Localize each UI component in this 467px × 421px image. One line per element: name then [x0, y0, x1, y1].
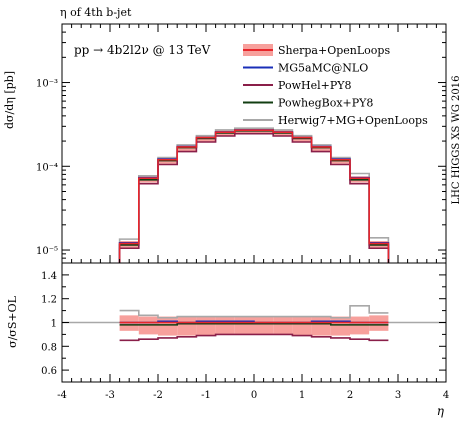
x-tick-label-0: -4: [57, 390, 67, 401]
x-tick-label-1: -3: [105, 390, 115, 401]
x-axis-label: η: [437, 404, 445, 418]
ratio-band-10: [311, 316, 331, 336]
side-label: LHC HIGGS XS WG 2016: [451, 76, 462, 205]
bottom-ytick-label-1: 0.8: [41, 342, 57, 353]
x-tick-label-6: 2: [347, 390, 353, 401]
top-ytick-label-1: 10⁻⁴: [36, 162, 58, 173]
ratio-band-11: [330, 316, 350, 336]
ratio-powhel-py8: [119, 333, 389, 342]
legend: Sherpa+OpenLoops MG5aMC@NLO PowHel+PY8 Powh…: [243, 44, 428, 127]
bottom-ytick-label-0: 0.6: [41, 366, 57, 377]
x-tick-label-2: -2: [153, 390, 163, 401]
ratio-band-8: [273, 316, 293, 335]
x-tick-label-3: -1: [201, 390, 211, 401]
ratio-band-4: [196, 316, 216, 336]
bottom-ytick-label-4: 1.4: [41, 271, 57, 282]
x-tick-label-7: 3: [395, 390, 401, 401]
ratio-band-2: [158, 316, 178, 336]
legend-label-herwig7-mg-openloops: Herwig7+MG+OpenLoops: [278, 114, 428, 127]
annotation: pp → 4b2l2ν @ 13 TeV: [74, 43, 211, 57]
ratio-mg5amc-nlo: [119, 320, 389, 324]
x-tick-label-5: 1: [299, 390, 305, 401]
series-powhel-py8: [118, 132, 390, 263]
ratio-band-3: [177, 316, 197, 336]
top-ytick-label-0: 10⁻⁵: [36, 246, 58, 257]
legend-label-powhel-py8: PowHel+PY8: [278, 79, 352, 92]
top-ytick-label-2: 10⁻³: [36, 79, 58, 90]
legend-label-mg5amc-nlo: MG5aMC@NLO: [278, 62, 368, 75]
ratio-herwig7-mg-openloops: [119, 305, 389, 319]
top-frame: [61, 23, 447, 264]
top-panel: 10⁻⁵ 10⁻⁴ 10⁻³ pp → 4b2l2ν @ 13 TeV Sherpa…: [3, 23, 462, 264]
bottom-ytick-label-3: 1.2: [41, 295, 57, 306]
bottom-panel: 0.6 0.8 1 1.2 1.4 -4 -3 -2 -1 0 1 2 3 4 σ/σS+OL η: [6, 24, 449, 418]
bottom-ytick-label-2: 1: [51, 319, 57, 330]
chart-title: η of 4th b-jet: [60, 6, 132, 19]
legend-label-sherpa-openloops: Sherpa+OpenLoops: [278, 44, 390, 57]
ratio-powhegbox-py8: [119, 322, 389, 326]
series-herwig7-mg-openloops: [118, 127, 390, 263]
x-tick-label-8: 4: [443, 390, 449, 401]
series-mg5amc-nlo: [118, 129, 390, 263]
series-sherpa-openloops: [118, 129, 390, 263]
ratio-band-5: [215, 316, 235, 335]
ratio-band-6: [234, 316, 254, 335]
ratio-band-9: [292, 316, 312, 336]
x-tick-label-4: 0: [251, 390, 257, 401]
bottom-ylabel: σ/σS+OL: [6, 295, 19, 347]
series-powhegbox-py8: [118, 130, 390, 263]
ratio-band-7: [254, 316, 274, 335]
top-ylabel: dσ/dη [pb]: [3, 71, 16, 129]
legend-label-powhegbox-py8: PowhegBox+PY8: [278, 97, 373, 110]
